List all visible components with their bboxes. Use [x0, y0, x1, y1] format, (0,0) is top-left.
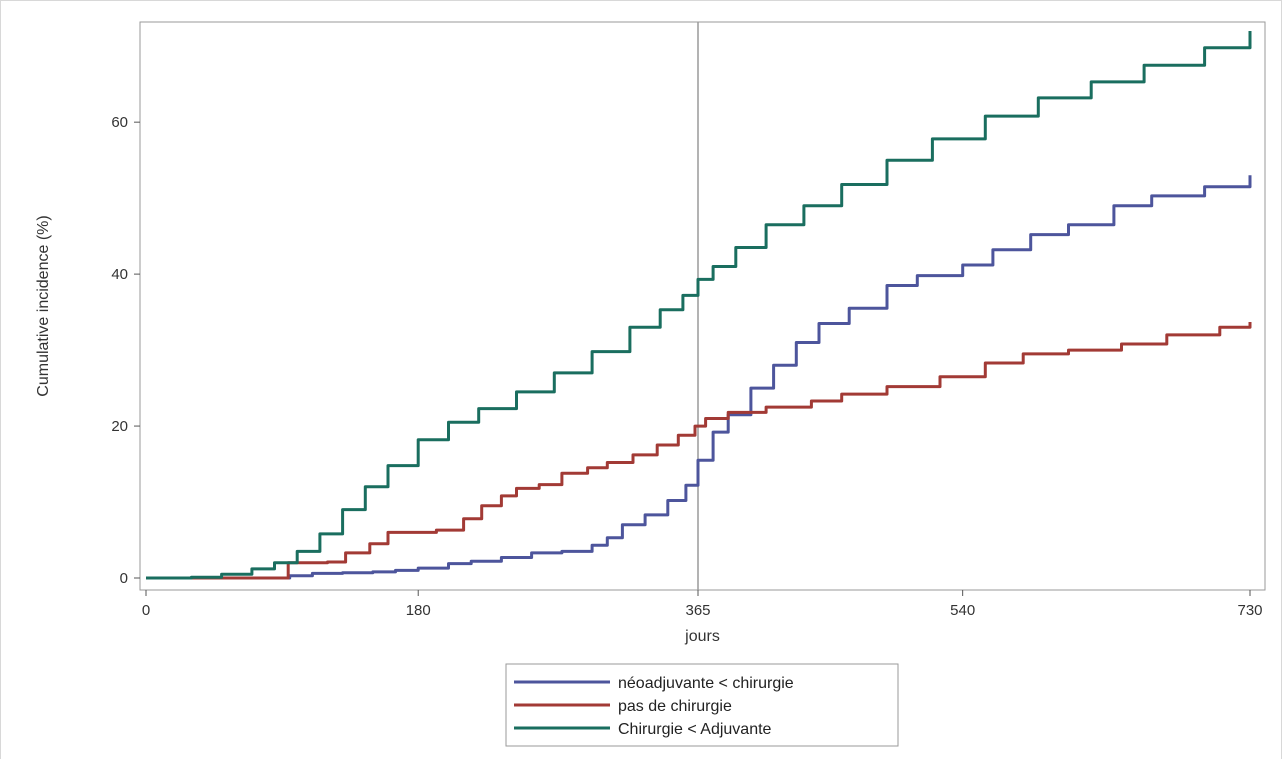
- series-line-pas-de-chirurgie: [146, 322, 1252, 580]
- y-tick-label: 40: [111, 266, 128, 283]
- y-axis: 0 20 40 60: [111, 114, 140, 587]
- y-tick-label: 60: [111, 114, 128, 131]
- y-tick-label: 20: [111, 418, 128, 435]
- series-line-neoadjuvante: [146, 175, 1252, 580]
- legend: néoadjuvante < chirurgie pas de chirurgi…: [505, 663, 899, 747]
- x-axis-label: jours: [684, 628, 720, 645]
- y-tick-label: 0: [120, 570, 128, 587]
- x-tick-label: 730: [1237, 602, 1262, 619]
- x-axis: 0 180 365 540 730: [142, 590, 1263, 619]
- legend-label-neoadjuvante: néoadjuvante < chirurgie: [618, 675, 794, 692]
- series-group: [146, 31, 1252, 580]
- plot-area: [139, 21, 1266, 591]
- legend-label-chirurgie-adjuvante: Chirurgie < Adjuvante: [618, 721, 772, 738]
- x-tick-label: 365: [685, 602, 710, 619]
- x-tick-label: 0: [142, 602, 150, 619]
- series-line-chirurgie-adjuvante: [146, 31, 1252, 580]
- x-tick-label: 180: [406, 602, 431, 619]
- plot-border: [139, 21, 1266, 591]
- x-tick-label: 540: [950, 602, 975, 619]
- legend-label-pas-de-chirurgie: pas de chirurgie: [618, 698, 732, 715]
- y-axis-label: Cumulative incidence (%): [35, 215, 52, 396]
